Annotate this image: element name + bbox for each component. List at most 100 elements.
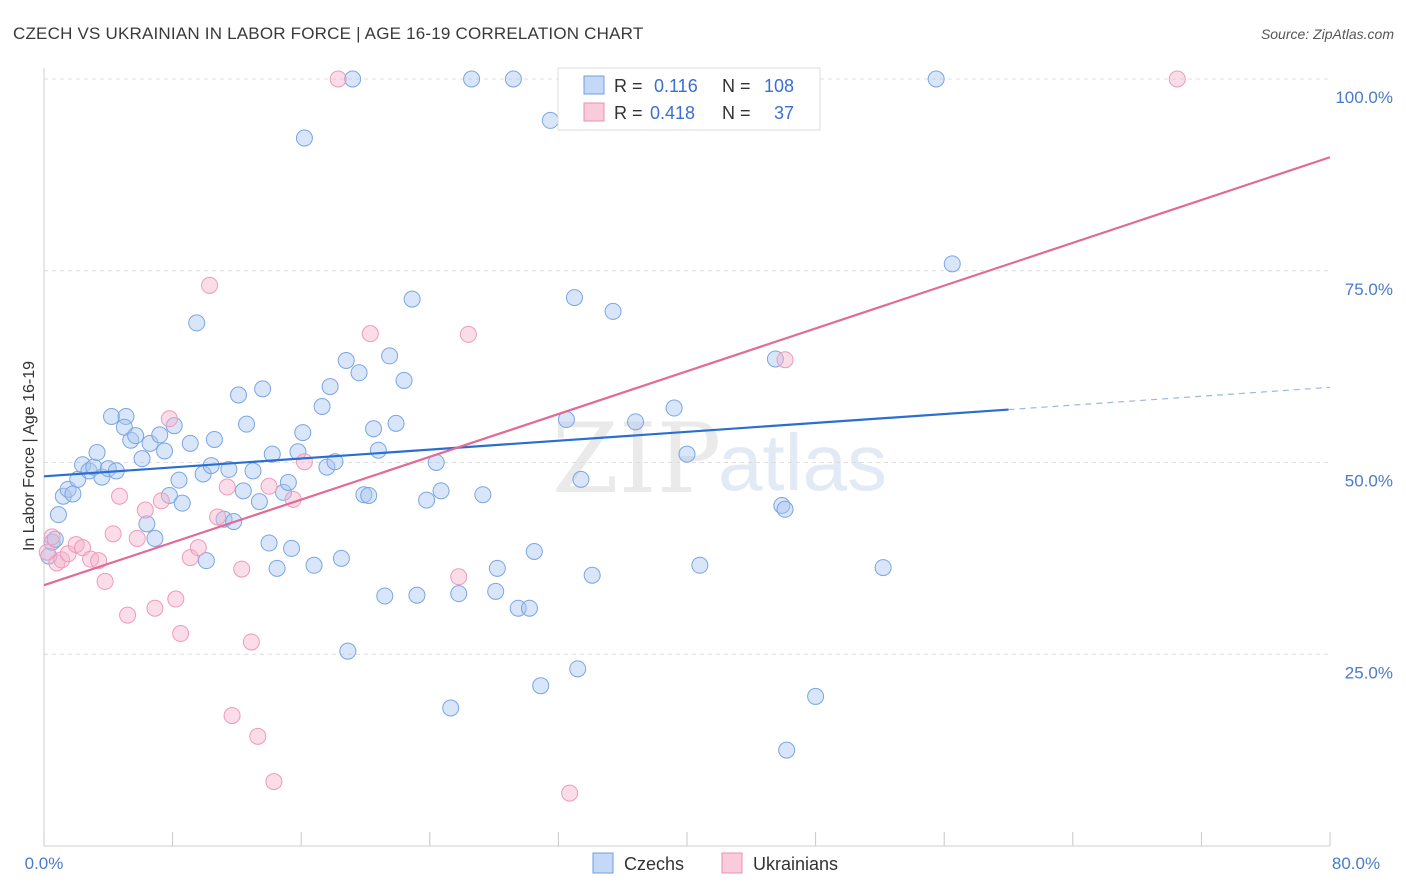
czech-point: [141, 434, 159, 452]
czech-point: [776, 500, 794, 518]
czech-point: [665, 399, 683, 417]
czech-point: [283, 539, 301, 557]
czech-point: [432, 482, 450, 500]
ukrainian-point: [38, 543, 56, 561]
czech-point: [395, 371, 413, 389]
czech-point: [244, 462, 262, 480]
czech-point: [387, 414, 405, 432]
ukrainian-point: [160, 410, 178, 428]
czech-point: [583, 566, 601, 584]
ukrainian-point: [218, 478, 236, 496]
czech-point: [369, 441, 387, 459]
czech-point: [305, 556, 323, 574]
czech-point: [138, 515, 156, 533]
czech-point: [532, 677, 550, 695]
ukrainians-trend-line: [43, 156, 1331, 587]
czech-point: [197, 552, 215, 570]
czech-point: [381, 347, 399, 365]
czech-point: [520, 599, 538, 617]
czech-point: [326, 453, 344, 471]
czech-point: [474, 486, 492, 504]
czech-point: [572, 470, 590, 488]
czech-point: [408, 586, 426, 604]
y-tick-label: 25.0%: [1345, 663, 1393, 682]
czech-point: [170, 471, 188, 489]
czechs-points: [40, 70, 961, 759]
czech-point: [173, 494, 191, 512]
ukrainian-point: [53, 551, 71, 569]
czech-point: [122, 431, 140, 449]
czech-point: [525, 542, 543, 560]
chart-title: CZECH VS UKRAINIAN IN LABOR FORCE | AGE …: [13, 24, 643, 43]
czech-point: [766, 350, 784, 368]
czech-point: [360, 486, 378, 504]
ukrainian-point: [295, 453, 313, 471]
ukrainian-point: [201, 276, 219, 294]
ukrainian-point: [249, 727, 267, 745]
czech-point: [604, 302, 622, 320]
legend-label-ukrainians: Ukrainians: [753, 854, 838, 874]
ukrainian-point: [48, 554, 66, 572]
ukrainian-point: [233, 560, 251, 578]
czech-point: [778, 741, 796, 759]
ukrainian-point: [172, 625, 190, 643]
czech-point: [295, 129, 313, 147]
czech-point: [874, 559, 892, 577]
x-tick-label-max: 80.0%: [1332, 854, 1380, 873]
czech-point: [230, 386, 248, 404]
czech-point: [181, 434, 199, 452]
czech-point: [337, 351, 355, 369]
ukrainian-point: [1168, 70, 1186, 88]
chart-source: Source: ZipAtlas.com: [1261, 26, 1394, 42]
ukrainian-point: [223, 707, 241, 725]
czech-point: [49, 506, 67, 524]
czech-point: [927, 70, 945, 88]
ukrainian-point: [167, 590, 185, 608]
czech-point: [279, 473, 297, 491]
czech-point: [88, 444, 106, 462]
watermark: ZIP atlas: [552, 403, 887, 515]
czech-point: [46, 530, 64, 548]
ukrainian-point: [119, 606, 137, 624]
ukrainian-point: [361, 325, 379, 343]
czech-point: [418, 491, 436, 509]
ukrainian-point: [152, 492, 170, 510]
czech-point: [569, 660, 587, 678]
stats-r-value-czechs: 0.116: [654, 76, 698, 96]
legend: Czechs Ukrainians: [592, 852, 838, 874]
stats-box: R = 0.116 N = 108 R = 0.418 N = 37: [557, 67, 821, 131]
y-axis-title: In Labor Force | Age 16-19: [21, 361, 38, 551]
czech-point: [268, 559, 286, 577]
czech-point: [275, 483, 293, 501]
czech-point: [220, 460, 238, 478]
czech-point: [943, 255, 961, 273]
y-tick-label: 100.0%: [1335, 88, 1393, 107]
czech-point: [260, 534, 278, 552]
stats-swatch-czechs: [583, 75, 605, 95]
legend-swatch-ukrainians: [721, 852, 743, 874]
czech-point: [487, 582, 505, 600]
stats-n-label-ukrainians: N =: [722, 103, 751, 123]
czech-point: [565, 289, 583, 307]
czech-point: [127, 427, 145, 445]
ukrainian-point: [242, 633, 260, 651]
czech-point: [254, 380, 272, 398]
stats-n-label-czechs: N =: [722, 76, 751, 96]
stats-r-label-ukrainians: R =: [614, 103, 643, 123]
legend-label-czechs: Czechs: [624, 854, 684, 874]
czech-point: [234, 482, 252, 500]
czech-point: [313, 398, 331, 416]
ukrainian-point: [136, 501, 154, 519]
czech-point: [250, 493, 268, 511]
czech-point: [442, 699, 460, 717]
czech-point: [103, 407, 121, 425]
ukrainian-point: [329, 70, 347, 88]
y-tick-labels: 25.0% 50.0% 75.0% 100.0%: [1335, 88, 1393, 682]
stats-r-value-ukrainians: 0.418: [650, 103, 695, 123]
czech-point: [238, 415, 256, 433]
trend-lines: [43, 156, 1331, 587]
watermark-atlas: atlas: [718, 418, 887, 507]
czech-point: [807, 687, 825, 705]
ukrainian-point: [260, 477, 278, 495]
